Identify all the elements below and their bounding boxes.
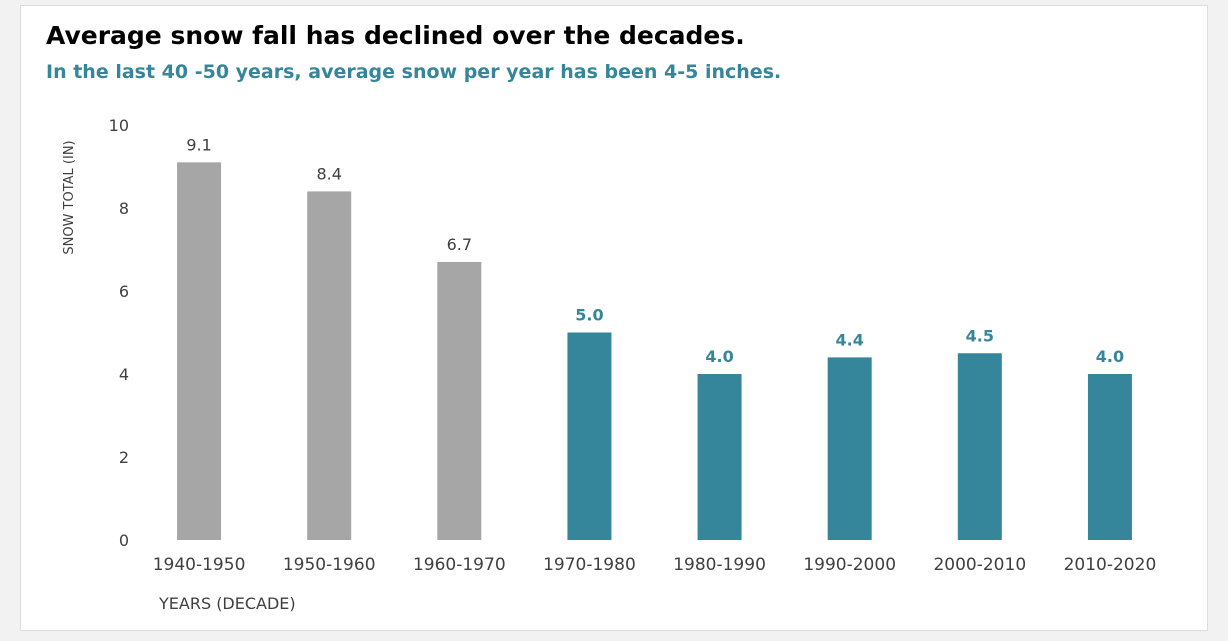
data-label: 5.0 [575,306,603,325]
data-label: 9.1 [186,135,211,154]
x-tick-label: 2000-2010 [933,555,1026,575]
data-label: 6.7 [447,235,472,254]
bar-1940-1950 [177,162,222,540]
bar-2000-2010 [957,353,1002,540]
data-label: 4.0 [705,347,733,366]
chart-title: Average snow fall has declined over the … [46,21,745,50]
x-tick-label: 1940-1950 [153,555,246,575]
bar-1950-1960 [307,191,352,540]
x-tick-label: 1990-2000 [803,555,896,575]
data-label: 4.5 [966,326,994,345]
bar-1990-2000 [827,357,872,540]
y-tick-label: 0 [119,531,129,550]
y-tick-label: 10 [109,116,129,135]
data-label: 4.4 [836,330,864,349]
x-tick-label: 1950-1960 [283,555,376,575]
x-axis-title: YEARS (DECADE) [158,594,296,613]
y-axis-title: SNOW TOTAL (IN) [62,140,77,254]
y-tick-label: 4 [119,365,129,384]
x-tick-label: 1960-1970 [413,555,506,575]
data-label: 8.4 [316,164,341,183]
bar-2010-2020 [1087,374,1132,540]
y-tick-label: 8 [119,199,129,218]
data-label: 4.0 [1096,347,1124,366]
x-tick-label: 1970-1980 [543,555,636,575]
bar-1960-1970 [437,261,482,540]
bar-1970-1980 [567,332,612,540]
y-tick-label: 2 [119,448,129,467]
x-tick-label: 1980-1990 [673,555,766,575]
bar-1980-1990 [697,374,742,540]
x-tick-label: 2010-2020 [1064,555,1157,575]
chart-subtitle: In the last 40 -50 years, average snow p… [46,61,782,83]
y-tick-label: 6 [119,282,129,301]
